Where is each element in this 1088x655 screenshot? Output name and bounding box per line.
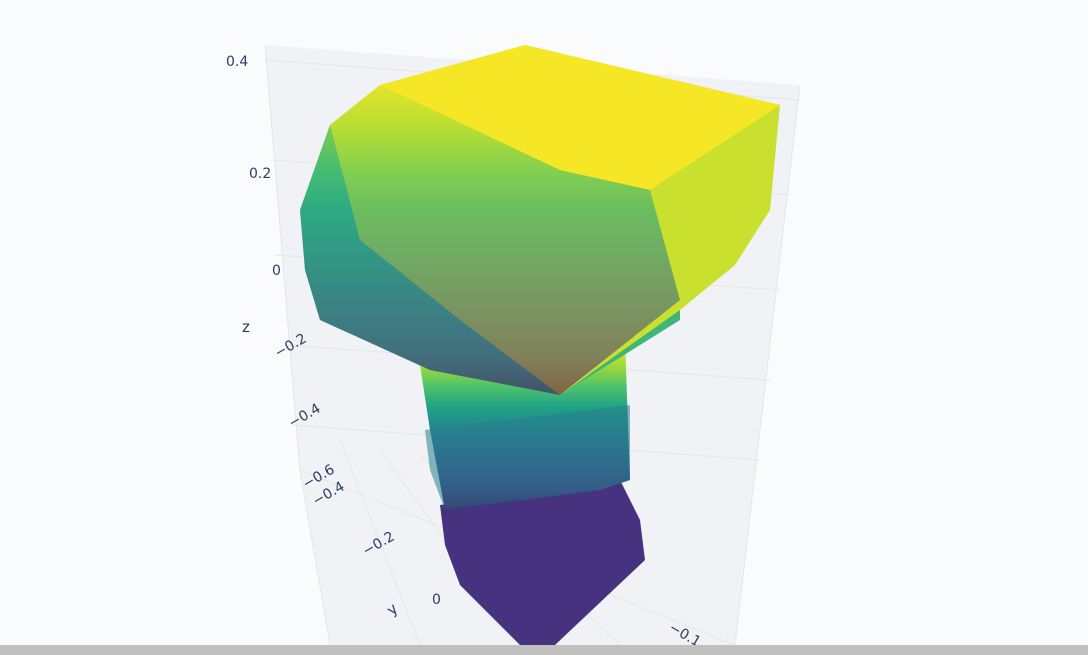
- z-tick-label: 0.2: [249, 166, 271, 182]
- base-block[interactable]: [440, 480, 645, 645]
- grid-line: [264, 44, 301, 471]
- y-tick-label: 0: [432, 592, 441, 608]
- neck-lower-block[interactable]: [425, 405, 630, 510]
- grid-line: [734, 84, 801, 645]
- z-tick-label: 0: [272, 263, 281, 279]
- point-cloud[interactable]: [300, 45, 780, 645]
- top-face[interactable]: [380, 45, 780, 190]
- grid-line: [339, 439, 421, 645]
- grid-line: [299, 469, 331, 645]
- z-axis-title: z: [242, 318, 250, 336]
- body-front-face[interactable]: [300, 85, 680, 395]
- bottom-scrollbar[interactable]: [0, 645, 1088, 655]
- z-tick-label: 0.4: [226, 54, 248, 70]
